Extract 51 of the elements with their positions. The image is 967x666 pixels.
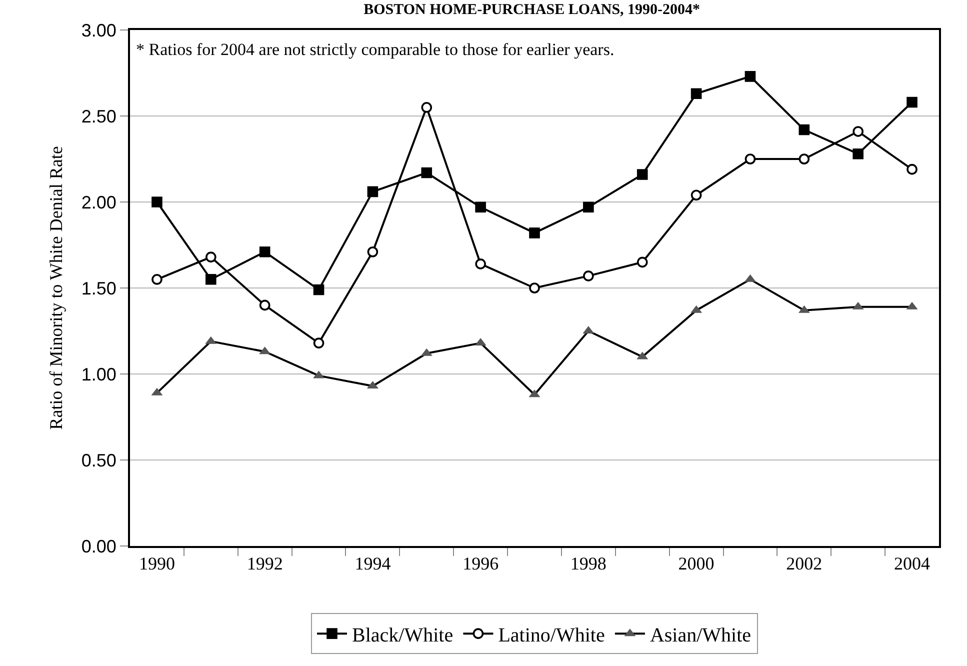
x-tick-label: 2000 xyxy=(678,554,714,574)
point xyxy=(475,202,486,213)
legend-label: Latino/White xyxy=(498,624,605,646)
point xyxy=(259,300,270,311)
chart-title: BOSTON HOME-PURCHASE LOANS, 1990-2004* xyxy=(364,2,700,18)
x-tick-label: 1998 xyxy=(570,554,606,574)
point xyxy=(798,124,810,136)
point xyxy=(259,246,270,258)
point xyxy=(744,154,756,164)
y-tick-label: 1.50 xyxy=(81,278,116,298)
point xyxy=(421,102,432,113)
point xyxy=(636,256,648,268)
point xyxy=(798,154,810,164)
point xyxy=(152,196,162,208)
legend-label: Black/White xyxy=(352,624,454,646)
point xyxy=(529,282,540,294)
y-tick-label: 0.50 xyxy=(81,450,116,470)
x-tick-label: 1996 xyxy=(462,554,499,574)
y-tick-label: 3.00 xyxy=(81,20,116,40)
point xyxy=(367,186,378,198)
point xyxy=(529,228,540,238)
point xyxy=(206,274,216,285)
point xyxy=(313,338,324,348)
y-tick-label: 1.00 xyxy=(81,364,116,384)
point xyxy=(690,190,702,201)
point xyxy=(421,167,432,178)
point xyxy=(636,169,648,180)
point xyxy=(583,202,594,213)
x-tick-label: 1992 xyxy=(246,554,283,574)
annotation: * Ratios for 2004 are not strictly comparable to those for earlier years. xyxy=(136,40,614,59)
point xyxy=(852,148,864,160)
point xyxy=(744,71,756,82)
x-tick-label: 2002 xyxy=(786,554,822,574)
point xyxy=(583,270,594,282)
x-tick-label: 2004 xyxy=(894,554,930,574)
legend-label: Asian/White xyxy=(650,624,752,646)
y-tick-label: 0.00 xyxy=(81,536,116,556)
point xyxy=(906,96,918,108)
point xyxy=(906,164,918,175)
point xyxy=(313,284,324,296)
y-axis-title: Ratio of Minority to White Denial Rate xyxy=(46,146,66,430)
point xyxy=(852,126,864,137)
point xyxy=(475,258,486,270)
y-tick-label: 2.50 xyxy=(81,106,116,126)
point xyxy=(206,252,216,262)
x-tick-label: 1990 xyxy=(138,554,175,574)
y-tick-label: 2.00 xyxy=(81,192,116,212)
point xyxy=(690,88,702,100)
point xyxy=(367,246,378,258)
x-tick-label: 1994 xyxy=(354,554,391,574)
point xyxy=(152,274,162,285)
